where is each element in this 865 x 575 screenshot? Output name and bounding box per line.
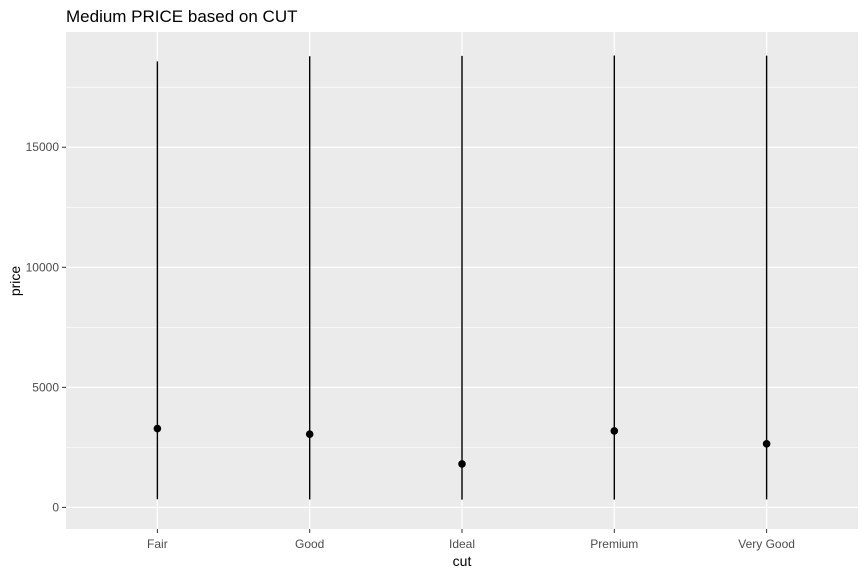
x-tick-label: Fair bbox=[147, 537, 168, 551]
median-point bbox=[458, 460, 466, 468]
y-tick-label: 15000 bbox=[26, 140, 60, 154]
chart-title: Medium PRICE based on CUT bbox=[66, 7, 297, 26]
median-point bbox=[610, 427, 619, 435]
y-tick-label: 0 bbox=[52, 500, 59, 514]
y-tick-label: 10000 bbox=[26, 260, 60, 274]
median-point bbox=[305, 430, 314, 438]
x-tick-label: Ideal bbox=[449, 537, 475, 551]
x-axis-title: cut bbox=[453, 553, 472, 569]
y-tick-label: 5000 bbox=[32, 380, 59, 394]
median-point bbox=[153, 424, 162, 433]
y-axis: 0 5000 10000 15000 bbox=[26, 140, 66, 514]
marks-layer bbox=[153, 55, 771, 500]
x-tick-label: Very Good bbox=[738, 537, 795, 551]
y-axis-title: price bbox=[7, 266, 23, 297]
x-tick-label: Premium bbox=[590, 537, 638, 551]
x-tick-label: Good bbox=[295, 537, 324, 551]
x-axis: Fair Good Ideal Premium Very Good bbox=[147, 529, 795, 551]
median-point bbox=[762, 440, 771, 448]
